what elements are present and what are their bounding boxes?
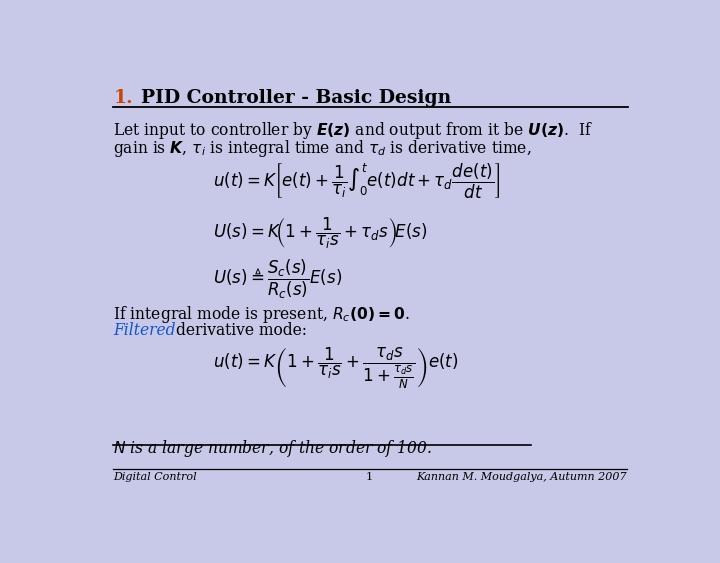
Text: PID Controller - Basic Design: PID Controller - Basic Design xyxy=(141,89,451,107)
Text: derivative mode:: derivative mode: xyxy=(176,322,307,339)
Text: gain is $\boldsymbol{K}$, $\boldsymbol{\tau_i}$ is integral time and $\boldsymbo: gain is $\boldsymbol{K}$, $\boldsymbol{\… xyxy=(114,138,532,159)
Text: $U(s) = K\!\left(1 + \dfrac{1}{\tau_i s} + \tau_d s\right)\!E(s)$: $U(s) = K\!\left(1 + \dfrac{1}{\tau_i s}… xyxy=(213,216,427,251)
Text: $u(t) = K \left[ e(t) + \dfrac{1}{\tau_i} \int_0^t e(t)dt + \tau_d\dfrac{de(t)}{: $u(t) = K \left[ e(t) + \dfrac{1}{\tau_i… xyxy=(213,162,500,201)
Text: Let input to controller by $\boldsymbol{E(z)}$ and output from it be $\boldsymbo: Let input to controller by $\boldsymbol{… xyxy=(114,120,593,141)
Text: $\mathbf{\mathit{N}}$ is a large number, of the order of 100.: $\mathbf{\mathit{N}}$ is a large number,… xyxy=(114,438,432,459)
Text: Digital Control: Digital Control xyxy=(114,472,197,481)
Text: If integral mode is present, $\boldsymbol{R_c(0) = 0}$.: If integral mode is present, $\boldsymbo… xyxy=(114,304,410,325)
Text: 1: 1 xyxy=(366,472,372,481)
Text: Kannan M. Moudgalya, Autumn 2007: Kannan M. Moudgalya, Autumn 2007 xyxy=(416,472,627,481)
Text: $U(s) \triangleq \dfrac{S_c(s)}{R_c(s)} E(s)$: $U(s) \triangleq \dfrac{S_c(s)}{R_c(s)} … xyxy=(213,257,342,301)
Text: Filtered: Filtered xyxy=(114,322,176,339)
Text: $u(t) = K \left( 1 + \dfrac{1}{\tau_i s} + \dfrac{\tau_d s}{1 + \frac{\tau_d s}{: $u(t) = K \left( 1 + \dfrac{1}{\tau_i s}… xyxy=(213,345,458,391)
Text: 1.: 1. xyxy=(114,89,133,107)
